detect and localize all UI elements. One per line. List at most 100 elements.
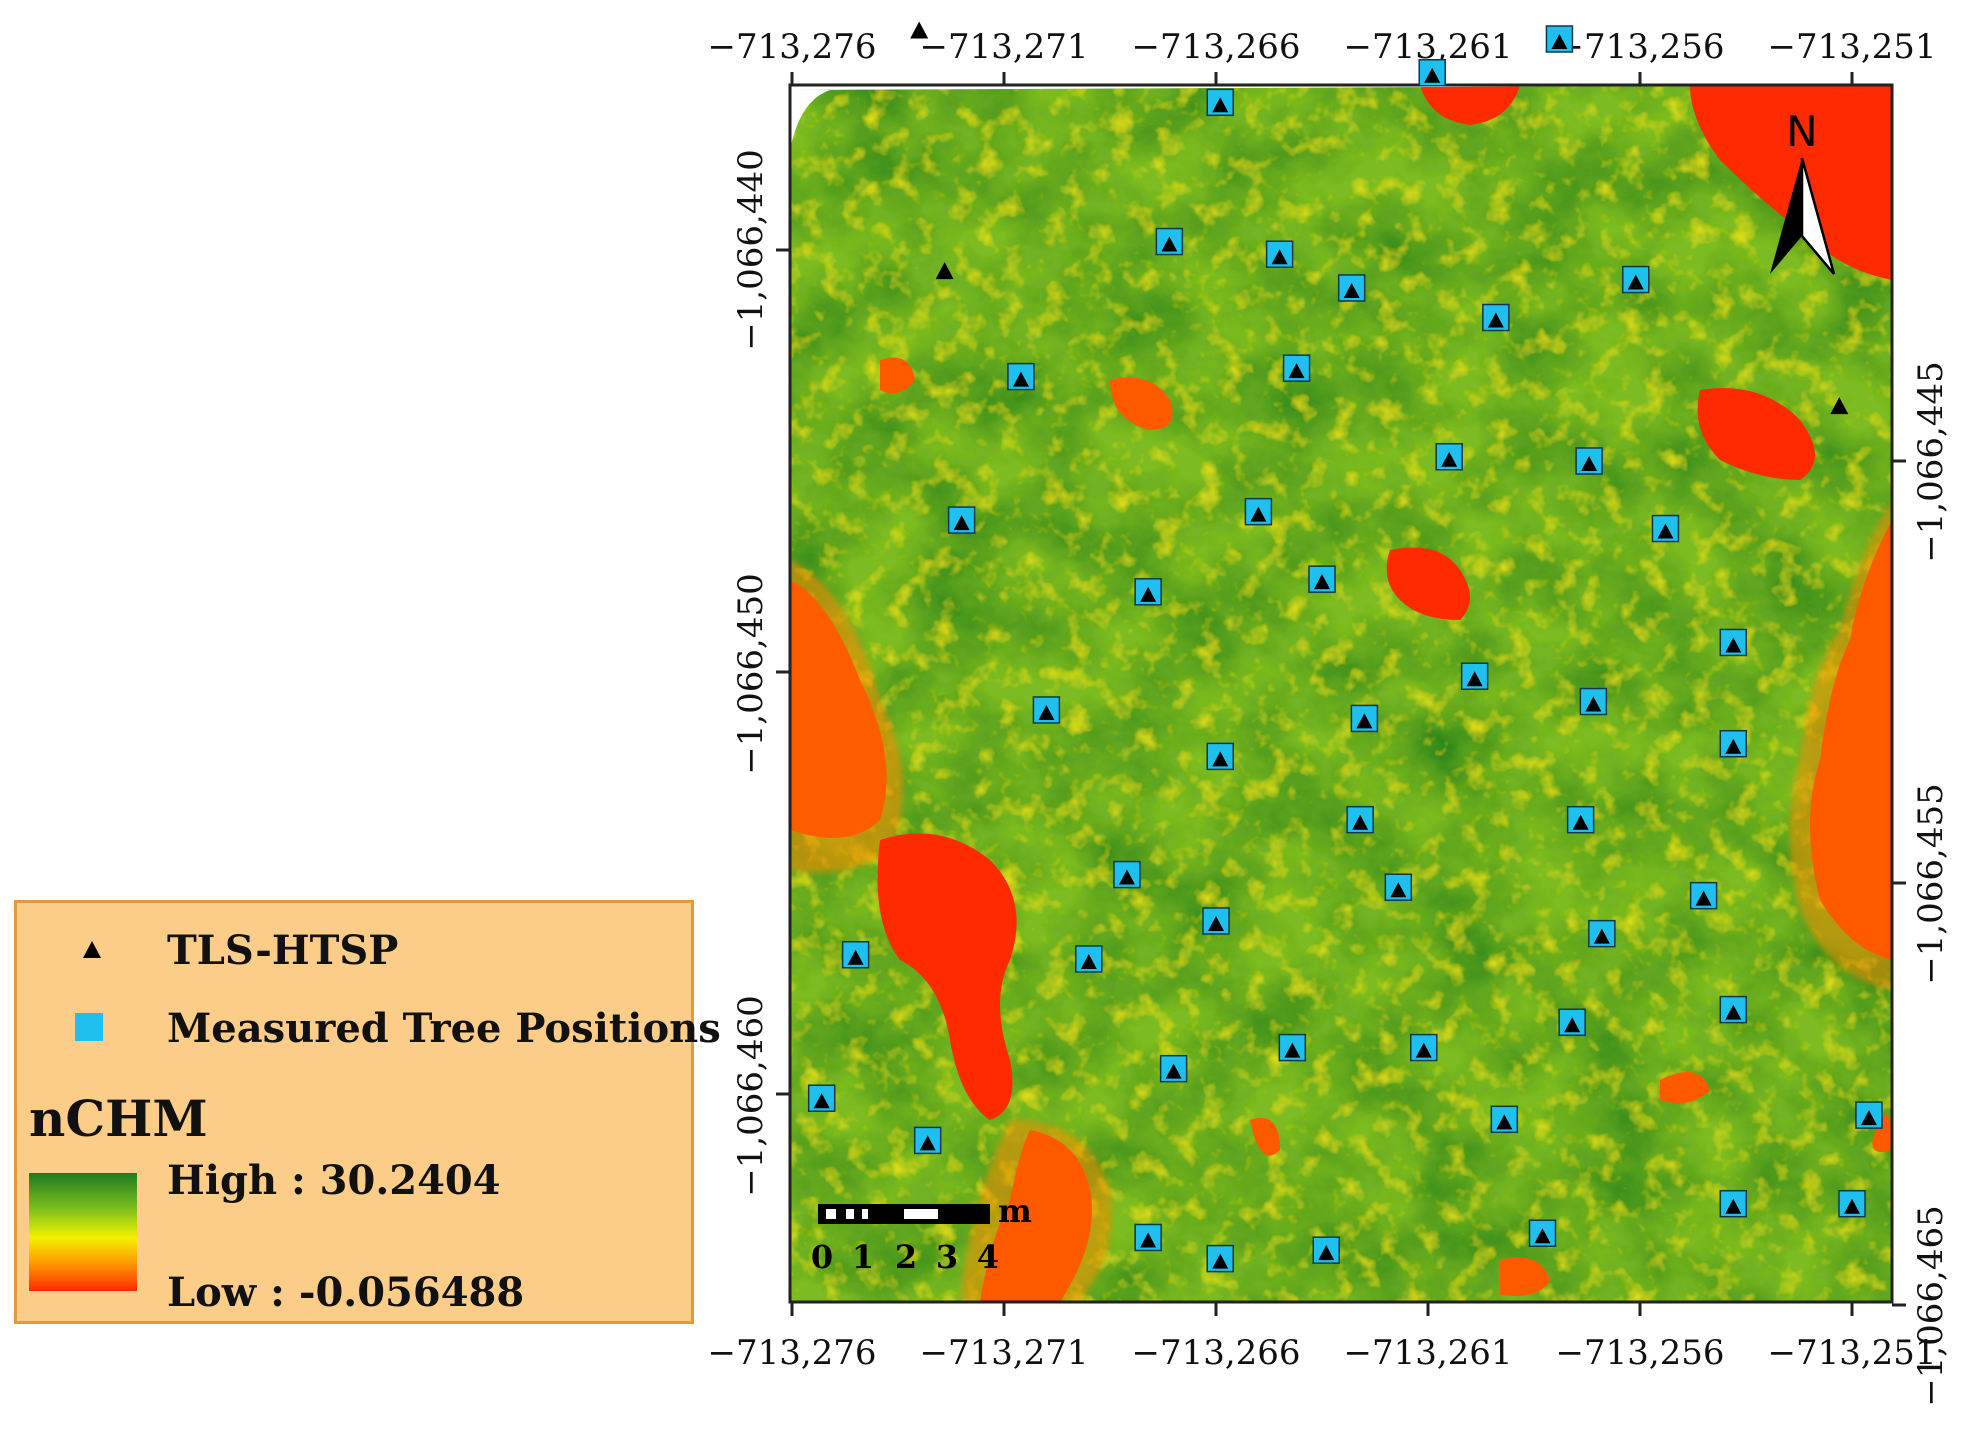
tls-htsp-marker <box>1572 814 1589 830</box>
tls-htsp-marker <box>953 515 970 531</box>
scale-bar: m 0 1 2 3 4 <box>811 1192 1032 1276</box>
tls-htsp-marker <box>1161 236 1178 252</box>
tls-htsp-marker <box>1441 451 1458 467</box>
measured-tree-marker <box>1308 565 1336 593</box>
tls-htsp-marker <box>1288 363 1305 379</box>
tls-htsp-marker <box>1080 953 1097 969</box>
top-tick-label: −713,251 <box>1767 27 1936 67</box>
tls-htsp-marker <box>1534 1228 1551 1244</box>
tls-htsp-marker <box>847 949 864 965</box>
tls-htsp-marker <box>1496 1114 1513 1130</box>
tls-htsp-marker <box>1012 371 1029 387</box>
tls-htsp-marker <box>1208 915 1224 931</box>
tls-htsp-marker <box>1356 713 1373 729</box>
tls-htsp-marker <box>1564 1017 1581 1033</box>
tls-htsp-marker <box>1212 1253 1229 1269</box>
bottom-tick-label: −713,266 <box>1131 1333 1300 1373</box>
top-tick-label: −713,276 <box>707 27 876 67</box>
scale-unit: m <box>998 1192 1032 1230</box>
tls-htsp-marker <box>1466 671 1483 687</box>
north-arrow-icon <box>1800 157 1836 275</box>
bottom-tick-label: −713,276 <box>707 1333 876 1373</box>
tls-htsp-marker <box>1725 1198 1742 1214</box>
tls-htsp-marker <box>1212 97 1229 113</box>
tls-htsp-marker <box>1725 738 1742 754</box>
top-tick-label: −713,271 <box>919 27 1088 67</box>
measured-tree-marker <box>1588 919 1616 948</box>
legend-low-label: Low : -0.056488 <box>167 1269 525 1316</box>
tls-htsp-marker <box>1725 1004 1742 1020</box>
right-tick-label: −1,066,465 <box>1911 1205 1951 1407</box>
left-tick-label: −1,066,450 <box>731 573 771 775</box>
tls-htsp-marker <box>1487 312 1504 328</box>
legend-title: nCHM <box>29 1089 208 1148</box>
square-icon <box>75 1013 103 1041</box>
canopy-gaps <box>790 85 1892 1302</box>
bottom-tick-label: −713,271 <box>919 1333 1088 1373</box>
tls-htsp-marker <box>1352 814 1369 830</box>
tls-htsp-marker <box>1415 1042 1432 1058</box>
axis-labels: −713,276 −713,271 −713,266 −713,261 −713… <box>707 27 1951 1407</box>
right-tick-label: −1,066,455 <box>1911 783 1951 985</box>
tls-htsp-marker <box>1140 1232 1157 1248</box>
legend-high-label: High : 30.2404 <box>167 1157 501 1204</box>
legend-tls-label: TLS-HTSP <box>167 927 399 974</box>
north-arrow-icon <box>1770 158 1802 274</box>
measured-tree-marker <box>1075 945 1103 973</box>
bottom-tick-label: −713,251 <box>1767 1333 1936 1373</box>
tls-htsp-marker <box>1284 1042 1301 1058</box>
tls-htsp-marker <box>910 21 929 39</box>
tls-htsp-marker <box>1343 282 1360 298</box>
tls-htsp-marker <box>1657 523 1674 539</box>
tls-htsp-marker <box>1585 696 1602 712</box>
legend: TLS-HTSP Measured Tree Positions nCHM Hi… <box>14 900 721 1324</box>
tls-htsp-marker <box>1390 882 1407 898</box>
tls-htsp-marker <box>1725 637 1742 653</box>
tls-htsp-marker <box>1165 1063 1182 1079</box>
tls-htsp-marker <box>1860 1110 1877 1126</box>
scale-label: 0 <box>811 1238 833 1276</box>
tls-htsp-marker <box>1250 506 1267 522</box>
tls-htsp-marker <box>1593 928 1610 944</box>
tls-htsp-markers <box>910 21 1849 415</box>
tls-htsp-marker <box>1118 869 1135 885</box>
tls-htsp-marker <box>1695 890 1712 906</box>
tls-htsp-marker <box>1038 704 1055 720</box>
tls-htsp-marker <box>935 262 954 280</box>
triangle-icon <box>83 941 101 958</box>
map-frame <box>788 83 1894 1304</box>
tls-htsp-marker <box>1271 249 1288 265</box>
top-tick-label: −713,256 <box>1555 27 1724 67</box>
tls-htsp-marker <box>1314 574 1330 590</box>
bottom-tick-label: −713,256 <box>1555 1333 1724 1373</box>
tls-htsp-marker <box>1318 1245 1335 1261</box>
north-label: N <box>1786 107 1817 156</box>
tls-htsp-marker <box>919 1135 936 1151</box>
nchm-color-ramp <box>29 1173 137 1291</box>
axis-ticks <box>776 72 1906 1316</box>
tls-htsp-marker <box>1830 397 1849 415</box>
tls-htsp-marker <box>1551 34 1568 49</box>
tls-htsp-marker <box>1212 751 1229 767</box>
tls-htsp-marker <box>1627 274 1644 290</box>
legend-measured-label: Measured Tree Positions <box>167 1005 721 1052</box>
scale-label: 1 <box>852 1238 874 1276</box>
bottom-tick-label: −713,261 <box>1343 1333 1512 1373</box>
measured-tree-marker <box>1482 303 1510 332</box>
measured-tree-markers <box>807 25 1883 1273</box>
nchm-raster <box>790 85 1892 1302</box>
left-tick-label: −1,066,460 <box>731 995 771 1197</box>
north-arrow: N <box>1770 107 1836 275</box>
tls-htsp-marker <box>1844 1198 1860 1214</box>
right-tick-label: −1,066,445 <box>1911 361 1951 563</box>
scale-label: 4 <box>977 1238 999 1276</box>
tls-htsp-marker <box>813 1093 830 1109</box>
tls-htsp-marker <box>1140 586 1157 602</box>
tls-htsp-marker <box>1424 67 1441 83</box>
left-tick-label: −1,066,440 <box>731 149 771 351</box>
scale-label: 3 <box>936 1238 958 1276</box>
scale-label: 2 <box>895 1238 917 1276</box>
tls-htsp-marker <box>1581 456 1598 471</box>
top-tick-label: −713,266 <box>1131 27 1300 67</box>
